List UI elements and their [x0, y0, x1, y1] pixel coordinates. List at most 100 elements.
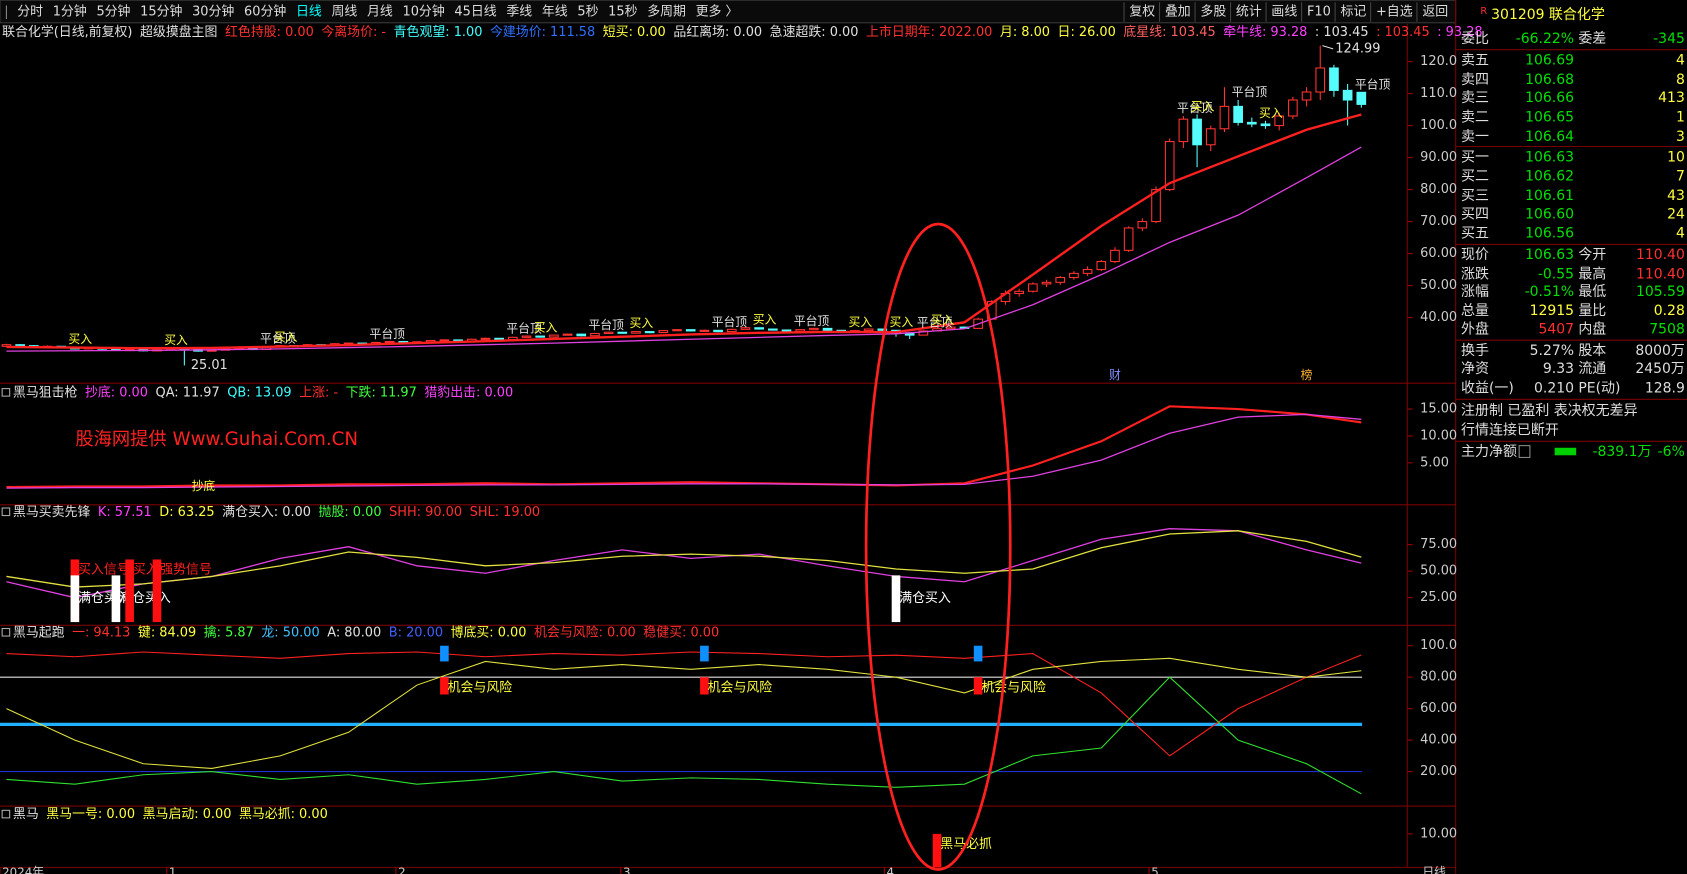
- tool-button[interactable]: 统计: [1236, 5, 1262, 20]
- candle-body: [713, 329, 723, 333]
- period-tab[interactable]: 年线: [542, 5, 568, 20]
- legend-item: QB: 13.09: [227, 385, 291, 400]
- candle-body: [945, 326, 956, 330]
- candle-body: [1082, 268, 1093, 274]
- candle-body: [439, 339, 450, 342]
- candle-body: [918, 330, 929, 336]
- y-tick-label: 70.00: [1420, 214, 1457, 229]
- quote-cell: 外盘: [1461, 320, 1489, 337]
- candle-body: [631, 331, 641, 334]
- quote-cell: -839.1万: [1592, 444, 1651, 460]
- quote-cell: 4: [1676, 226, 1685, 242]
- legend-item: 红色持股: 0.00: [225, 24, 314, 40]
- tool-button[interactable]: 复权: [1129, 4, 1155, 20]
- tool-button[interactable]: +自选: [1376, 5, 1413, 20]
- tool-button[interactable]: 返回: [1422, 5, 1448, 20]
- signal-bar: [973, 645, 983, 662]
- candle-body: [877, 328, 888, 331]
- period-tab[interactable]: 月线: [367, 5, 393, 20]
- signal-label: 机会与风险: [448, 680, 513, 695]
- indicator-line: [6, 651, 1362, 757]
- quote-cell: 24: [1667, 206, 1685, 222]
- period-tab[interactable]: 周线: [331, 5, 357, 20]
- quote-cell: 3: [1676, 129, 1685, 145]
- quote-cell: 换手: [1461, 342, 1489, 359]
- period-tab[interactable]: 1分钟: [53, 4, 87, 20]
- quote-cell: 卖四: [1461, 72, 1489, 88]
- period-tab[interactable]: 30分钟: [192, 4, 234, 20]
- legend-item: 黑马一号: 0.00: [46, 807, 135, 822]
- signal-label: 买入: [848, 315, 872, 329]
- signal-label: 买入: [1191, 99, 1215, 113]
- candle-body: [726, 328, 737, 333]
- signal-label: 机会与风险: [708, 680, 773, 695]
- candle-body: [1192, 118, 1202, 146]
- event-marker: 财: [1109, 368, 1121, 382]
- tool-button[interactable]: 多股: [1200, 5, 1226, 20]
- quote-cell: 卖二: [1461, 109, 1489, 125]
- panel-icon: [1, 809, 11, 819]
- period-tab[interactable]: 60分钟: [244, 4, 286, 20]
- period-tab[interactable]: 季线: [506, 5, 532, 20]
- period-tab[interactable]: 15分钟: [140, 4, 182, 20]
- tool-button[interactable]: F10: [1307, 5, 1331, 20]
- quote-cell: 105.59: [1636, 284, 1685, 300]
- y-tick-label: 110.0: [1420, 86, 1457, 101]
- period-tab[interactable]: 15秒: [608, 5, 637, 20]
- badge: R: [1480, 6, 1487, 17]
- candle-body: [1014, 290, 1025, 295]
- period-tab[interactable]: 多周期: [647, 5, 686, 20]
- quote-cell: 最低: [1578, 284, 1606, 300]
- signal-label: 平台顶: [1355, 77, 1391, 91]
- candle-body: [1329, 67, 1339, 91]
- tool-button[interactable]: 标记: [1340, 5, 1366, 20]
- y-tick-label: 120.0: [1420, 54, 1457, 69]
- signal-label: 平台顶: [1232, 85, 1268, 99]
- period-tab[interactable]: 更多 〉: [696, 5, 739, 20]
- candle-body: [1164, 141, 1175, 191]
- y-tick-label: 80.00: [1420, 670, 1457, 685]
- quote-cell: 106.63: [1525, 149, 1574, 165]
- quote-cell: 106.68: [1525, 72, 1574, 88]
- tool-button[interactable]: 叠加: [1165, 5, 1191, 20]
- quote-cell: 最高: [1578, 266, 1606, 283]
- quote-cell: 买三: [1461, 188, 1489, 204]
- quote-cell: -66.22%: [1516, 31, 1574, 47]
- signal-label: 买入: [931, 313, 955, 327]
- candle-body: [644, 331, 655, 334]
- legend-item: 稳健买: 0.00: [643, 624, 719, 640]
- quote-cell: 卖五: [1461, 52, 1489, 68]
- legend-item: 抛股: 0.00: [319, 505, 382, 520]
- candle-body: [1260, 123, 1271, 127]
- period-tab[interactable]: 日线: [296, 5, 322, 20]
- x-tick-label: 2024年: [2, 865, 44, 874]
- quote-cell: 2450万: [1635, 361, 1685, 377]
- candle-body: [1356, 91, 1367, 105]
- candle-body: [1288, 99, 1298, 117]
- quote-cell: 7508: [1649, 321, 1685, 337]
- signal-bar: [700, 645, 709, 662]
- period-tab[interactable]: 分时: [17, 5, 43, 20]
- signal-bar: [440, 677, 449, 695]
- y-tick-label: 20.00: [1420, 764, 1457, 779]
- y-tick-label: 60.00: [1420, 246, 1457, 261]
- candle-body: [809, 327, 819, 331]
- tool-button[interactable]: 画线: [1271, 5, 1297, 20]
- period-tab[interactable]: 5秒: [577, 5, 598, 20]
- period-tab[interactable]: 10分钟: [402, 4, 444, 20]
- flow-icon: [1518, 445, 1531, 458]
- candle-body: [576, 333, 587, 337]
- quote-cell: 0.28: [1654, 303, 1685, 319]
- quote-cell: 128.9: [1645, 381, 1685, 397]
- candle-body: [1, 344, 12, 347]
- quote-cell: -0.55: [1538, 267, 1574, 283]
- indicator-line: [6, 530, 1362, 588]
- quote-cell: 12915: [1530, 303, 1574, 319]
- y-tick-label: 80.00: [1420, 182, 1457, 197]
- legend-item: 月: 8.00: [1000, 25, 1050, 40]
- candle-body: [1110, 249, 1120, 263]
- period-tab[interactable]: 45日线: [454, 5, 496, 20]
- period-tab[interactable]: 5分钟: [96, 4, 130, 20]
- x-tick-label: 5: [1151, 865, 1159, 874]
- quote-cell: 主力净额: [1461, 444, 1517, 460]
